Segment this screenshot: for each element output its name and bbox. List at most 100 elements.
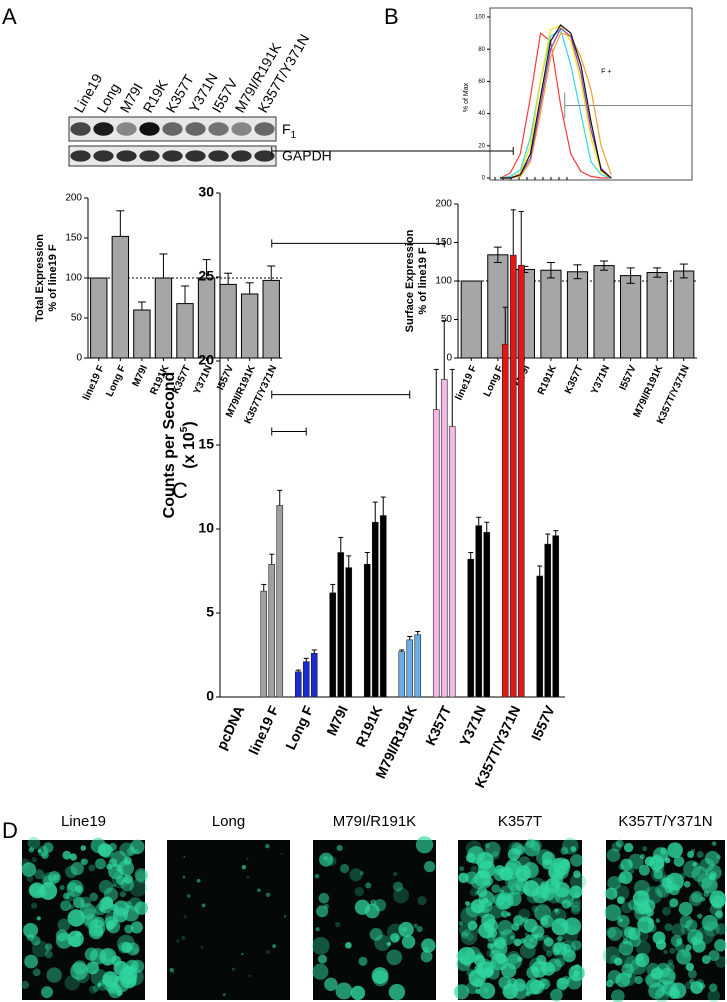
cell [620,858,633,872]
cell [691,890,703,903]
cell [121,941,133,953]
cell [701,955,711,964]
bar [475,525,483,698]
panel-letter: D [2,818,18,843]
cell [536,954,547,966]
histogram-curve [500,24,612,179]
cell [570,846,577,852]
cell [317,954,328,964]
blot-band [185,150,206,162]
cell [88,924,104,940]
cell [102,978,110,985]
cell [401,935,416,949]
cell [701,877,718,894]
cell [336,844,343,852]
cell [556,977,569,990]
cell [644,856,655,867]
bar [440,379,448,698]
cell [621,963,634,976]
cell [26,875,34,883]
cell [642,899,656,913]
y-tick-label: 100 [65,273,82,284]
cell [555,957,565,968]
cell [522,917,529,923]
cell [573,870,581,878]
cell [358,956,368,966]
cell [687,929,704,946]
cell [653,858,665,870]
cell [673,856,685,867]
cell [312,963,329,980]
cell [669,947,676,954]
cell [611,841,622,852]
cell [23,922,38,938]
cell [690,981,704,994]
cell [714,910,724,919]
cell [350,985,366,1001]
cell [28,883,42,897]
cell [629,869,635,874]
cell [689,978,695,985]
cell [69,853,78,861]
cell [465,871,478,885]
cell [246,875,250,879]
cell [241,953,244,956]
cell [676,949,692,965]
cell [570,897,575,902]
cell [529,979,545,995]
cell [638,864,650,876]
cell [551,942,568,959]
cell [714,939,727,952]
x-tick-label: Long F [282,703,316,752]
cell [679,872,686,879]
cell [669,898,679,908]
cell [31,902,38,909]
cell [248,974,251,977]
histogram-curve [499,31,612,179]
cell [113,960,129,976]
cell [715,955,727,968]
cell [610,989,625,1002]
cell [513,938,522,947]
cell [65,891,76,902]
cell [81,858,88,866]
cell [88,864,96,872]
cell [354,899,371,915]
cell [36,916,41,921]
cell [456,956,472,972]
image-label: K357T/Y371N [618,813,712,830]
bar [133,309,151,359]
bar [329,592,337,698]
x-tick-label: K357T [422,703,454,748]
bar [90,277,108,359]
cell [311,937,330,955]
x-tick-label: line19 F [81,364,107,402]
cell [132,947,140,955]
blot-band [116,150,137,162]
cell [57,918,71,932]
cell [265,892,271,898]
x-tick-label: M79I [323,703,351,738]
cell [97,982,102,988]
micrograph [167,840,290,1000]
bar [509,254,517,698]
cell [570,966,576,971]
cell [93,925,104,936]
y-tick-label: 50 [441,314,453,325]
cell [661,877,673,888]
cell [667,959,674,965]
band-label: GAPDH [282,148,332,164]
cell [605,979,614,988]
bar [260,590,268,698]
cell [196,878,201,883]
cell [413,923,418,928]
y-axis-label: Total Expression [34,234,46,322]
bar [363,563,371,698]
cell [667,842,683,858]
blot-band [139,150,160,162]
image-label: K357T [498,813,542,830]
cell [73,896,85,909]
cell [709,983,718,992]
cell [130,921,143,934]
